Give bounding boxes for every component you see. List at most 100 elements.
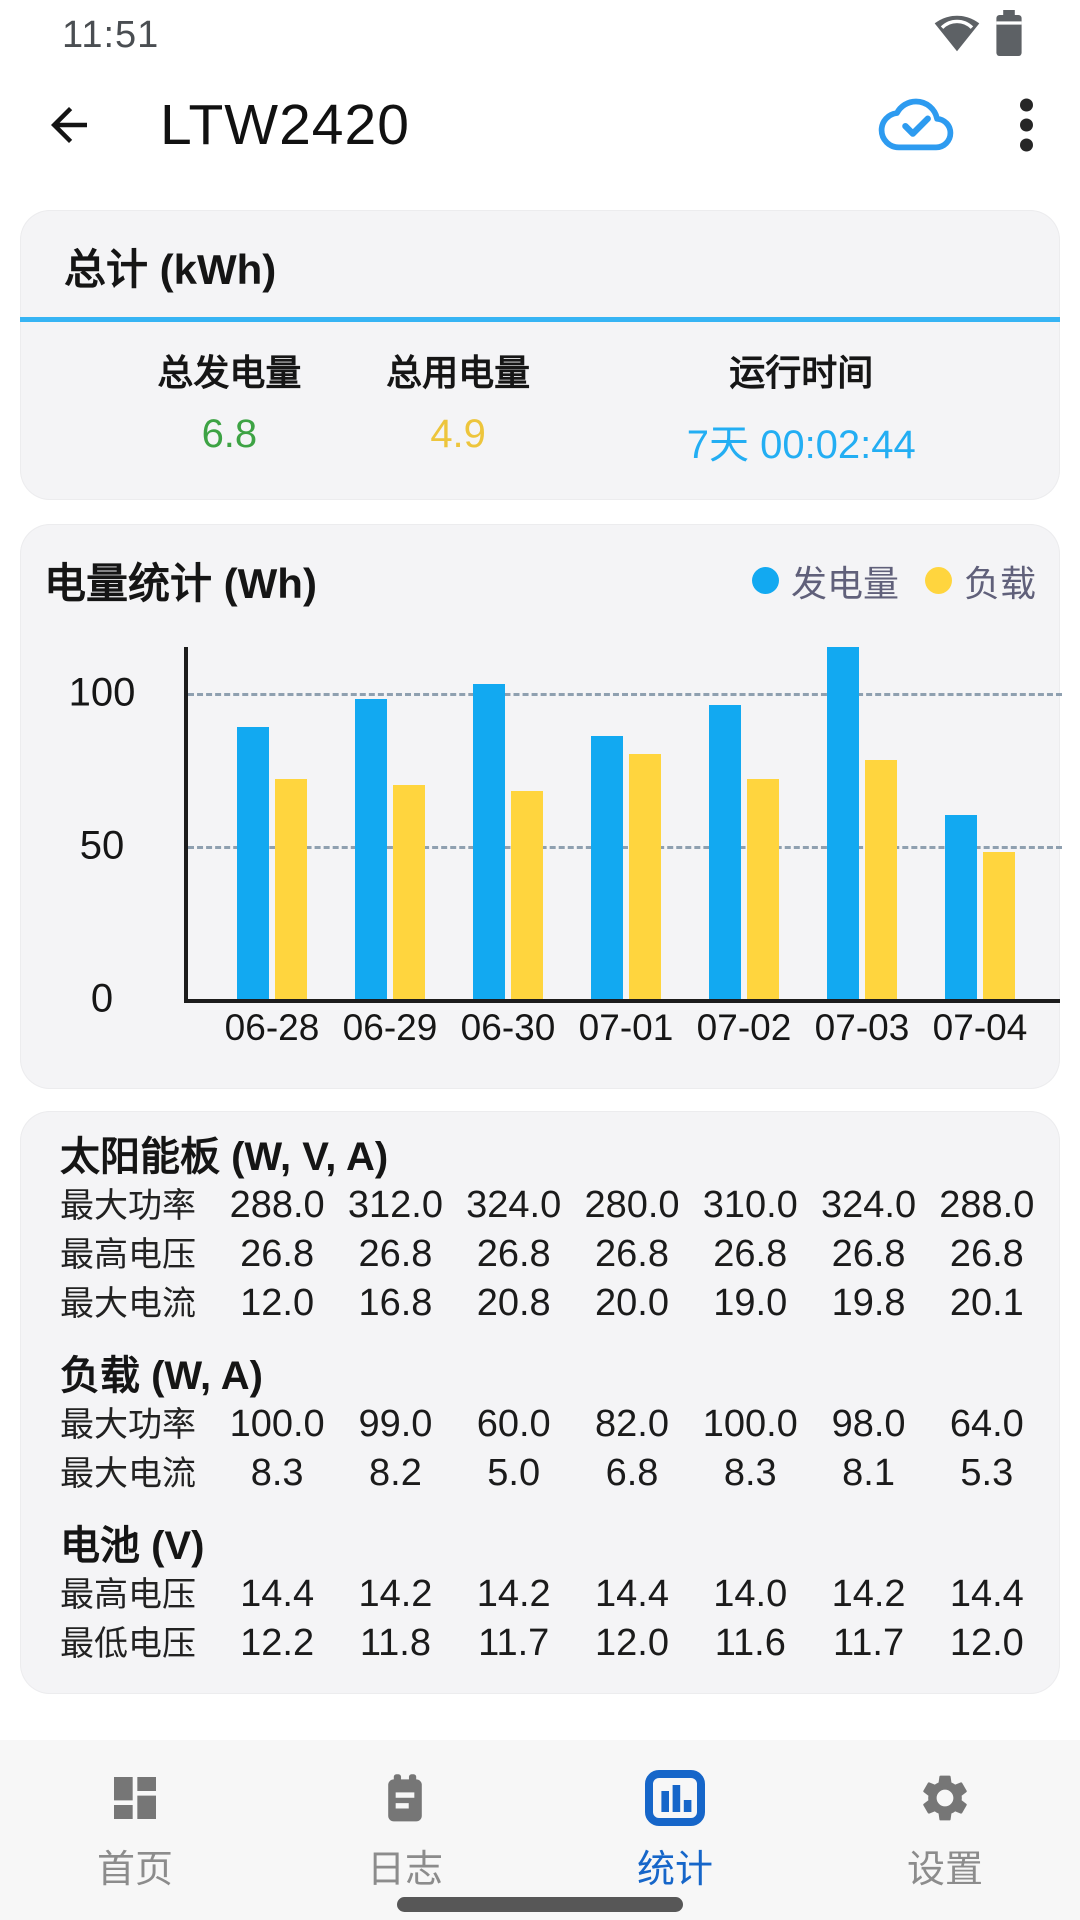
x-axis-label: 07-03 <box>814 1007 910 1048</box>
summary-card-title: 总计 (kWh) <box>64 246 277 293</box>
table-row: 最高电压 14.4 14.2 14.2 14.4 14.0 14.2 14.4 <box>60 1570 1046 1619</box>
back-button[interactable] <box>42 98 96 152</box>
row-value: 12.0 <box>240 1282 315 1324</box>
row-label: 最大功率 <box>60 1406 196 1444</box>
row-value: 14.4 <box>240 1573 315 1615</box>
summary-card: 总计 (kWh) 总发电量 6.8 总用电量 4.9 运行时间 7天 00:02… <box>20 210 1060 500</box>
row-value: 8.3 <box>250 1452 304 1494</box>
y-axis-tick: 0 <box>90 976 114 1021</box>
stat-label: 运行时间 <box>729 352 874 393</box>
row-value: 6.8 <box>605 1452 659 1494</box>
row-value: 5.3 <box>960 1452 1014 1494</box>
table-row: 最大电流 8.3 8.2 5.0 6.8 8.3 8.1 5.3 <box>60 1449 1046 1498</box>
summary-stats-row: 总发电量 6.8 总用电量 4.9 运行时间 7天 00:02:44 <box>20 322 1060 500</box>
stat-value: 4.9 <box>430 412 486 456</box>
row-value: 26.8 <box>595 1233 669 1275</box>
bar-generation <box>591 736 623 999</box>
row-value: 20.0 <box>595 1282 669 1324</box>
row-value: 312.0 <box>347 1184 443 1226</box>
overflow-menu-button[interactable] <box>1019 96 1034 154</box>
row-value: 26.8 <box>831 1233 906 1275</box>
page-title: LTW2420 <box>160 93 410 157</box>
row-value: 11.7 <box>832 1622 905 1664</box>
settings-icon <box>917 1768 973 1828</box>
gridline-50 <box>188 846 1062 849</box>
legend-label: 负载 <box>963 562 1036 604</box>
row-value: 26.8 <box>949 1233 1024 1275</box>
stat-value: 7天 00:02:44 <box>686 423 916 467</box>
row-value: 8.1 <box>842 1452 895 1494</box>
legend-label: 发电量 <box>790 562 899 604</box>
stat-label: 总发电量 <box>157 352 302 393</box>
bar-generation <box>709 705 741 999</box>
chart-legend: 发电量 负载 <box>751 555 1036 607</box>
status-icons <box>934 9 1024 62</box>
row-value: 60.0 <box>476 1403 551 1445</box>
row-value: 14.4 <box>949 1573 1024 1615</box>
row-value: 64.0 <box>949 1403 1024 1445</box>
table-row: 最大电流 12.0 16.8 20.8 20.0 19.0 19.8 20.1 <box>60 1279 1046 1328</box>
legend-dot-generation <box>751 567 779 594</box>
row-value: 280.0 <box>584 1184 680 1226</box>
stat-total-generation: 总发电量 6.8 <box>115 344 344 470</box>
row-value: 82.0 <box>595 1403 669 1445</box>
row-label: 最高电压 <box>60 1236 196 1274</box>
row-value: 14.0 <box>713 1573 788 1615</box>
row-value: 5.0 <box>487 1452 541 1494</box>
bar-load <box>629 754 661 999</box>
chart-plot: 0 50 100 06-28 06-29 06-30 07-01 07-02 07-03 07-0… <box>69 647 1062 1048</box>
row-value: 8.3 <box>723 1452 777 1494</box>
table-row: 最大功率 288.0 312.0 324.0 280.0 310.0 324.0 288.0 <box>60 1181 1046 1230</box>
nav-item-statistics[interactable]: 统计 <box>540 1740 810 1920</box>
cloud-synced-icon[interactable] <box>877 93 955 157</box>
row-value: 26.8 <box>358 1233 433 1275</box>
nav-label: 首页 <box>96 1849 173 1891</box>
row-value: 12.0 <box>949 1622 1024 1664</box>
table-row: 最大功率 100.0 99.0 60.0 82.0 100.0 98.0 64.0 <box>60 1400 1046 1449</box>
status-time: 11:51 <box>62 13 160 56</box>
stats-card: 太阳能板 (W, V, A) 最大功率 288.0 312.0 324.0 280.0 31… <box>20 1111 1060 1694</box>
nav-item-settings[interactable]: 设置 <box>810 1740 1080 1920</box>
stat-value: 6.8 <box>201 412 258 456</box>
row-value: 288.0 <box>229 1184 325 1226</box>
row-value: 20.8 <box>476 1282 551 1324</box>
y-axis-tick: 50 <box>79 823 125 868</box>
row-value: 100.0 <box>702 1403 798 1445</box>
summary-divider <box>20 317 1060 322</box>
nav-label: 统计 <box>636 1849 713 1891</box>
row-value: 16.8 <box>358 1282 433 1324</box>
bar-generation <box>827 647 859 999</box>
x-axis-label: 07-04 <box>932 1007 1028 1048</box>
nav-label: 日志 <box>366 1849 443 1891</box>
bar-load <box>983 852 1015 999</box>
legend-load: 负载 <box>924 555 1036 607</box>
x-axis-label: 06-28 <box>224 1007 320 1048</box>
dashboard-icon <box>107 1768 163 1828</box>
bar-load <box>865 760 897 999</box>
chart-header: 电量统计 (Wh) 发电量 负载 <box>44 550 1036 611</box>
section-title: 太阳能板 (W, V, A) <box>60 1135 389 1179</box>
app-bar: LTW2420 <box>0 70 1080 180</box>
nav-label: 设置 <box>906 1849 983 1891</box>
battery-icon <box>994 9 1024 62</box>
row-value: 100.0 <box>229 1403 325 1445</box>
table-row: 最低电压 12.2 11.8 11.7 12.0 11.6 11.7 12.0 <box>60 1619 1046 1668</box>
bar-generation <box>473 684 505 999</box>
row-label: 最高电压 <box>60 1576 196 1614</box>
bottom-nav: 首页 日志 <box>0 1740 1080 1920</box>
row-value: 20.1 <box>949 1282 1024 1324</box>
home-indicator[interactable] <box>397 1897 683 1912</box>
nav-item-home[interactable]: 首页 <box>0 1740 270 1920</box>
row-value: 288.0 <box>939 1184 1035 1226</box>
nav-item-log[interactable]: 日志 <box>270 1740 540 1920</box>
row-value: 8.2 <box>369 1452 422 1494</box>
row-value: 14.2 <box>831 1573 906 1615</box>
section-title: 负载 (W, A) <box>60 1354 263 1398</box>
stat-runtime: 运行时间 7天 00:02:44 <box>573 344 1031 470</box>
x-axis-label: 07-02 <box>696 1007 792 1048</box>
gridline-100 <box>188 693 1062 696</box>
log-icon <box>377 1768 433 1828</box>
row-value: 14.2 <box>476 1573 551 1615</box>
bar-generation <box>945 815 977 999</box>
row-label: 最低电压 <box>60 1625 196 1663</box>
